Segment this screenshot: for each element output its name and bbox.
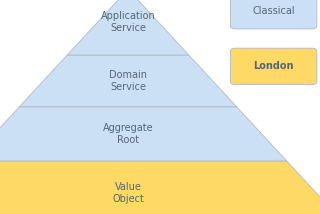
Text: Application
Service: Application Service [100, 12, 156, 33]
Text: London: London [253, 61, 294, 71]
Polygon shape [0, 107, 287, 161]
Polygon shape [19, 55, 237, 107]
FancyBboxPatch shape [230, 48, 317, 85]
Polygon shape [0, 161, 320, 214]
Text: Aggregate
Root: Aggregate Root [103, 123, 153, 145]
Text: Classical: Classical [252, 6, 295, 16]
FancyBboxPatch shape [230, 0, 317, 29]
Text: Value
Object: Value Object [112, 182, 144, 204]
Text: Domain
Service: Domain Service [109, 70, 147, 92]
Polygon shape [67, 0, 189, 55]
